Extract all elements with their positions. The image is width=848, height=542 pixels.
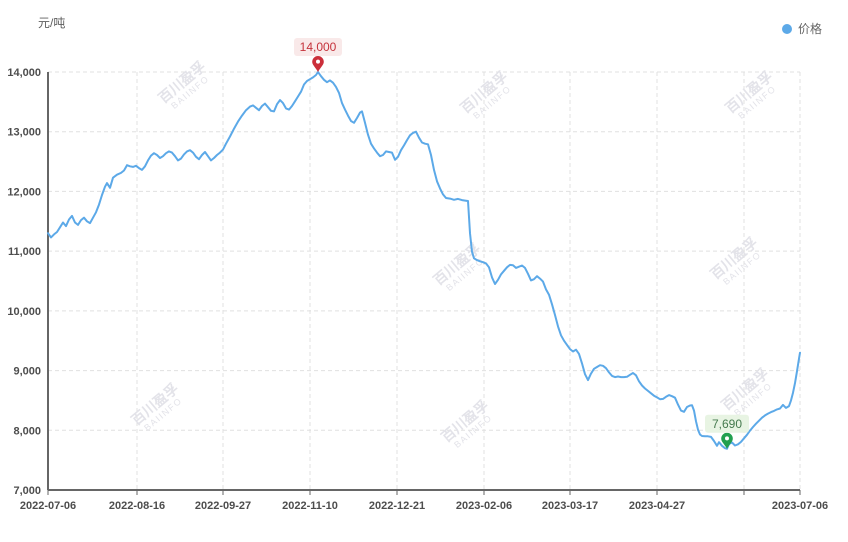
min-value-badge <box>705 414 749 433</box>
max-pin-icon <box>312 55 324 72</box>
legend-item-price[interactable]: 价格 <box>781 20 822 37</box>
max-value-label: 14,000 <box>300 40 337 54</box>
y-axis-label: 13,000 <box>7 127 41 139</box>
y-axis-label: 10,000 <box>7 306 41 318</box>
y-axis-label: 14,000 <box>7 67 41 79</box>
x-axis-label: 2022-12-21 <box>369 500 425 512</box>
x-axis-label: 2022-07-06 <box>20 500 76 512</box>
x-axis-label: 2023-07-06 <box>772 500 828 512</box>
min-pin-dot-icon <box>725 436 729 441</box>
legend-dot-icon <box>781 23 792 34</box>
legend-label: 价格 <box>797 22 822 36</box>
y-axis-label: 12,000 <box>7 186 41 198</box>
y-axis-label: 9,000 <box>13 366 41 378</box>
x-axis-label: 2023-03-17 <box>542 500 598 512</box>
price-line-series[interactable] <box>47 71 801 450</box>
x-axis-label: 2022-08-16 <box>109 500 165 512</box>
min-pin-icon <box>721 432 733 449</box>
max-value-badge <box>294 38 342 56</box>
y-axis-label: 11,000 <box>8 246 41 258</box>
y-axis-label: 7,000 <box>13 485 41 497</box>
y-axis-unit-label: 元/吨 <box>38 16 66 30</box>
min-value-label: 7,690 <box>712 417 742 431</box>
x-axis-label: 2023-02-06 <box>456 500 512 512</box>
max-pin-dot-icon <box>316 59 320 64</box>
y-axis-label: 8,000 <box>13 425 41 437</box>
x-axis-label: 2022-09-27 <box>195 500 251 512</box>
x-axis-label: 2023-04-27 <box>629 500 685 512</box>
x-axis-label: 2022-11-10 <box>282 500 338 512</box>
